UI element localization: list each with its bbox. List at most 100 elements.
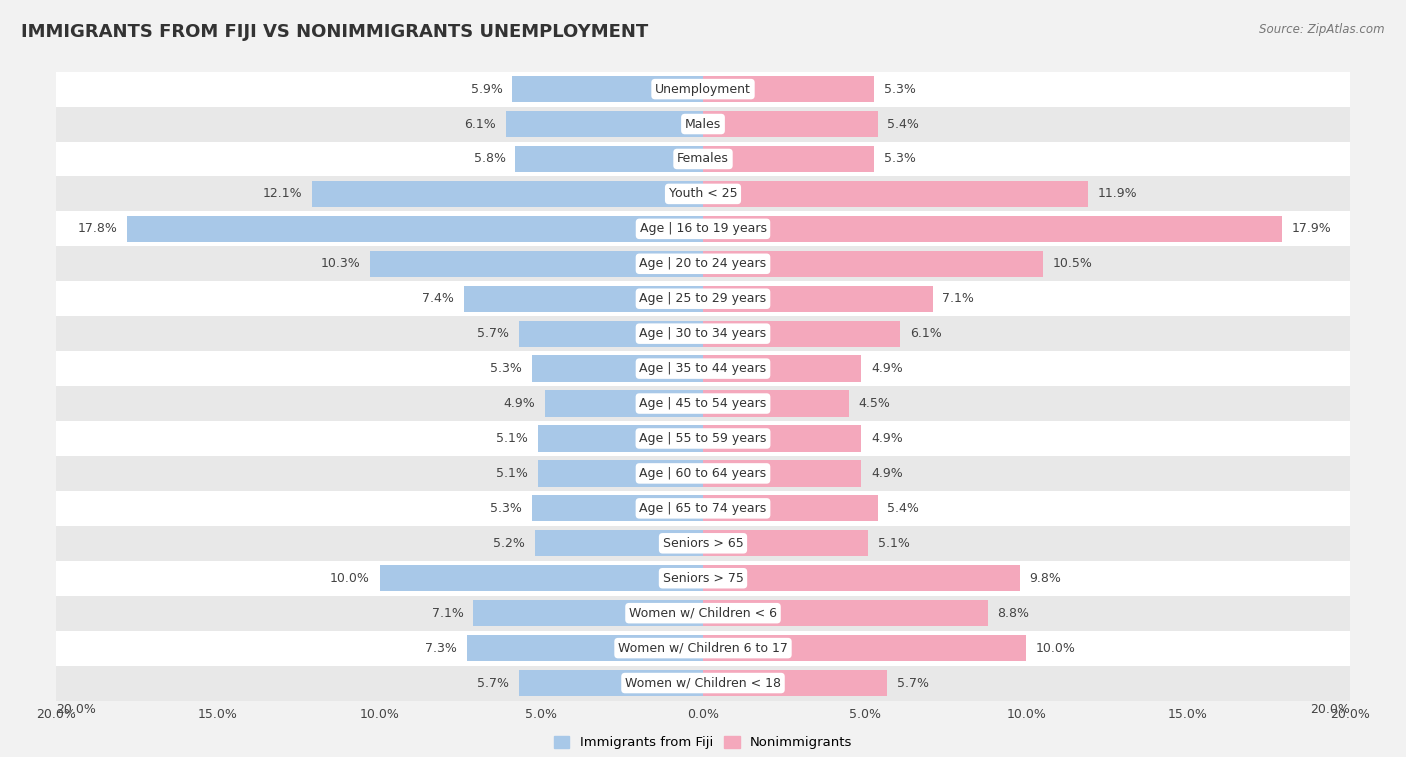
Text: 5.7%: 5.7% — [897, 677, 929, 690]
Text: 5.8%: 5.8% — [474, 152, 506, 166]
Bar — [703, 565, 1019, 591]
Text: 5.1%: 5.1% — [496, 432, 529, 445]
Text: 10.0%: 10.0% — [330, 572, 370, 584]
Text: Seniors > 65: Seniors > 65 — [662, 537, 744, 550]
Text: 5.4%: 5.4% — [887, 502, 920, 515]
Text: 9.8%: 9.8% — [1029, 572, 1062, 584]
Bar — [516, 146, 703, 172]
Text: 4.5%: 4.5% — [858, 397, 890, 410]
Text: Seniors > 75: Seniors > 75 — [662, 572, 744, 584]
Bar — [703, 320, 900, 347]
Bar — [519, 670, 703, 696]
Bar — [370, 251, 703, 277]
Text: Age | 45 to 54 years: Age | 45 to 54 years — [640, 397, 766, 410]
Bar — [56, 526, 1350, 561]
Text: 4.9%: 4.9% — [503, 397, 534, 410]
Bar — [534, 530, 703, 556]
Bar — [312, 181, 703, 207]
Text: Age | 55 to 59 years: Age | 55 to 59 years — [640, 432, 766, 445]
Bar — [703, 356, 862, 382]
Bar — [703, 670, 887, 696]
Bar — [703, 111, 877, 137]
Bar — [56, 246, 1350, 282]
Text: 17.9%: 17.9% — [1292, 223, 1331, 235]
Text: 10.3%: 10.3% — [321, 257, 360, 270]
Bar — [703, 460, 862, 487]
Bar — [544, 391, 703, 416]
Text: Females: Females — [678, 152, 728, 166]
Text: Age | 65 to 74 years: Age | 65 to 74 years — [640, 502, 766, 515]
Bar — [538, 425, 703, 452]
Text: IMMIGRANTS FROM FIJI VS NONIMMIGRANTS UNEMPLOYMENT: IMMIGRANTS FROM FIJI VS NONIMMIGRANTS UN… — [21, 23, 648, 41]
Text: 10.0%: 10.0% — [1036, 642, 1076, 655]
Bar — [56, 316, 1350, 351]
Bar — [56, 665, 1350, 700]
Text: 5.1%: 5.1% — [877, 537, 910, 550]
Text: Age | 60 to 64 years: Age | 60 to 64 years — [640, 467, 766, 480]
Bar — [128, 216, 703, 242]
Bar — [56, 282, 1350, 316]
Bar — [56, 421, 1350, 456]
Bar — [56, 596, 1350, 631]
Bar — [380, 565, 703, 591]
Text: 5.3%: 5.3% — [884, 83, 915, 95]
Bar — [56, 351, 1350, 386]
Bar — [703, 635, 1026, 661]
Bar — [703, 181, 1088, 207]
Bar — [531, 356, 703, 382]
Bar — [56, 491, 1350, 526]
Text: 7.3%: 7.3% — [426, 642, 457, 655]
Bar — [467, 635, 703, 661]
Bar — [56, 456, 1350, 491]
Bar — [703, 216, 1282, 242]
Text: 6.1%: 6.1% — [464, 117, 496, 130]
Text: Women w/ Children < 6: Women w/ Children < 6 — [628, 606, 778, 620]
Text: 20.0%: 20.0% — [56, 703, 96, 716]
Bar — [56, 211, 1350, 246]
Bar — [56, 72, 1350, 107]
Text: 7.4%: 7.4% — [422, 292, 454, 305]
Bar — [531, 495, 703, 522]
Text: Age | 35 to 44 years: Age | 35 to 44 years — [640, 362, 766, 375]
Bar — [703, 285, 932, 312]
Text: Age | 30 to 34 years: Age | 30 to 34 years — [640, 327, 766, 340]
Bar — [703, 251, 1043, 277]
Bar — [703, 146, 875, 172]
Bar — [506, 111, 703, 137]
Text: 17.8%: 17.8% — [77, 223, 118, 235]
Bar — [56, 386, 1350, 421]
Text: 5.2%: 5.2% — [494, 537, 526, 550]
Text: Unemployment: Unemployment — [655, 83, 751, 95]
Text: 4.9%: 4.9% — [872, 362, 903, 375]
Bar — [703, 495, 877, 522]
Bar — [703, 530, 868, 556]
Text: 5.9%: 5.9% — [471, 83, 502, 95]
Text: 5.4%: 5.4% — [887, 117, 920, 130]
Bar — [703, 600, 987, 626]
Text: 5.1%: 5.1% — [496, 467, 529, 480]
Bar — [56, 176, 1350, 211]
Text: 8.8%: 8.8% — [997, 606, 1029, 620]
Text: 12.1%: 12.1% — [263, 188, 302, 201]
Text: 7.1%: 7.1% — [432, 606, 464, 620]
Bar — [56, 631, 1350, 665]
Text: 5.7%: 5.7% — [477, 327, 509, 340]
Bar — [464, 285, 703, 312]
Legend: Immigrants from Fiji, Nonimmigrants: Immigrants from Fiji, Nonimmigrants — [548, 731, 858, 755]
Bar — [519, 320, 703, 347]
Text: 5.7%: 5.7% — [477, 677, 509, 690]
Bar — [474, 600, 703, 626]
Text: 20.0%: 20.0% — [1310, 703, 1350, 716]
Text: 4.9%: 4.9% — [872, 432, 903, 445]
Text: 11.9%: 11.9% — [1098, 188, 1137, 201]
Bar — [56, 561, 1350, 596]
Text: 4.9%: 4.9% — [872, 467, 903, 480]
Text: 10.5%: 10.5% — [1052, 257, 1092, 270]
Text: Age | 16 to 19 years: Age | 16 to 19 years — [640, 223, 766, 235]
Text: Women w/ Children < 18: Women w/ Children < 18 — [626, 677, 780, 690]
Text: 7.1%: 7.1% — [942, 292, 974, 305]
Bar — [56, 107, 1350, 142]
Text: Youth < 25: Youth < 25 — [669, 188, 737, 201]
Text: Males: Males — [685, 117, 721, 130]
Bar — [56, 142, 1350, 176]
